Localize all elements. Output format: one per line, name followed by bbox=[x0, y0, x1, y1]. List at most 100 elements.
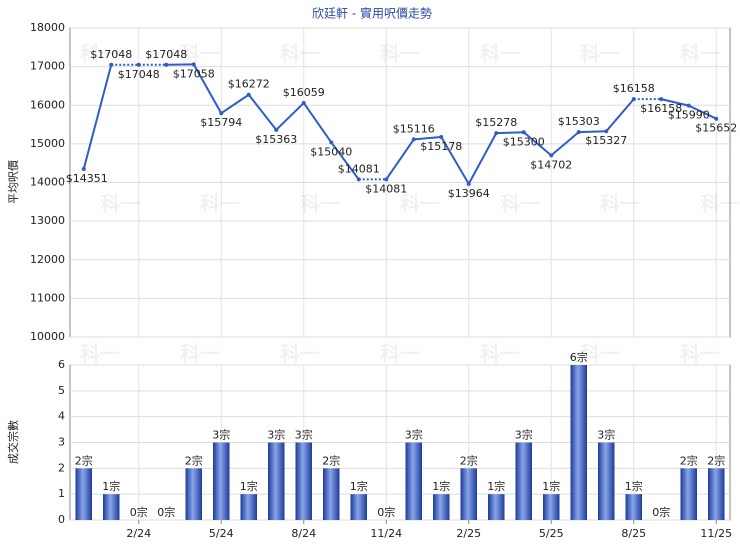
data-label: 1宗 bbox=[102, 479, 120, 493]
line-segment bbox=[330, 141, 360, 180]
data-label: $17058 bbox=[173, 67, 215, 80]
data-label: 3宗 bbox=[267, 428, 285, 442]
data-point bbox=[576, 130, 581, 135]
bar bbox=[350, 494, 367, 520]
bar bbox=[433, 494, 450, 520]
data-point bbox=[466, 181, 471, 186]
watermark: 科一 bbox=[300, 192, 340, 216]
data-point bbox=[411, 137, 416, 142]
watermark: 科一 bbox=[380, 342, 420, 366]
data-point bbox=[356, 177, 361, 182]
data-label: 2宗 bbox=[460, 453, 478, 467]
data-label: 0宗 bbox=[652, 505, 670, 519]
data-point bbox=[384, 177, 389, 182]
y-tick-label: 15000 bbox=[30, 137, 65, 150]
y-axis-label: 成交宗數 bbox=[6, 420, 20, 464]
data-point bbox=[191, 62, 196, 67]
data-label: $17048 bbox=[118, 68, 160, 81]
data-label: $15990 bbox=[668, 109, 710, 122]
bar bbox=[708, 468, 725, 520]
y-tick-label: 11000 bbox=[30, 291, 65, 304]
watermark: 科一 bbox=[80, 342, 120, 366]
x-tick-label: 8/24 bbox=[291, 527, 316, 540]
data-label: 3宗 bbox=[405, 428, 423, 442]
y-tick-label: 10000 bbox=[30, 330, 65, 343]
bar bbox=[488, 494, 505, 520]
x-tick-label: 11/25 bbox=[700, 527, 732, 540]
data-label: $15116 bbox=[393, 122, 435, 135]
data-label: $15652 bbox=[695, 122, 737, 135]
bar bbox=[240, 494, 257, 520]
data-point bbox=[604, 129, 609, 134]
data-point bbox=[631, 97, 636, 102]
data-label: 1宗 bbox=[240, 479, 258, 493]
data-label: 1宗 bbox=[625, 479, 643, 493]
data-label: $14081 bbox=[338, 162, 380, 175]
y-tick-label: 0 bbox=[58, 513, 65, 526]
data-label: 2宗 bbox=[185, 453, 203, 467]
data-label: $15040 bbox=[310, 145, 352, 158]
y-tick-label: 17000 bbox=[30, 60, 65, 73]
line-segment bbox=[275, 102, 305, 131]
x-tick-label: 5/24 bbox=[209, 527, 234, 540]
data-point bbox=[549, 153, 554, 158]
line-segment bbox=[440, 136, 470, 185]
data-point bbox=[301, 100, 306, 105]
data-label: $15363 bbox=[255, 133, 297, 146]
y-tick-label: 1 bbox=[58, 487, 65, 500]
line-segment bbox=[192, 63, 223, 114]
watermark: 科一 bbox=[180, 42, 220, 66]
data-label: 3宗 bbox=[295, 428, 313, 442]
data-point bbox=[81, 166, 86, 171]
bar bbox=[515, 442, 532, 520]
data-point bbox=[219, 111, 224, 116]
watermark: 科一 bbox=[580, 42, 620, 66]
watermark: 科一 bbox=[100, 192, 140, 216]
bar bbox=[570, 365, 587, 520]
data-label: $13964 bbox=[448, 187, 490, 200]
data-label: $14081 bbox=[365, 182, 407, 195]
x-tick-label: 8/25 bbox=[621, 527, 646, 540]
x-tick-label: 2/25 bbox=[456, 527, 481, 540]
x-tick-label: 11/24 bbox=[370, 527, 402, 540]
bar bbox=[680, 468, 697, 520]
line-segment bbox=[82, 64, 113, 170]
bar bbox=[213, 442, 230, 520]
line-segment bbox=[220, 93, 250, 115]
data-label: $16158 bbox=[613, 82, 655, 95]
y-tick-label: 3 bbox=[58, 436, 65, 449]
line-segment bbox=[467, 132, 498, 185]
bar bbox=[185, 468, 202, 520]
line-segment bbox=[247, 94, 278, 131]
data-label: $16158 bbox=[640, 102, 682, 115]
data-label: $15303 bbox=[558, 115, 600, 128]
data-label: $16059 bbox=[283, 86, 325, 99]
x-tick-label: 5/25 bbox=[539, 527, 564, 540]
line-segment bbox=[302, 102, 333, 143]
watermark: 科一 bbox=[180, 342, 220, 366]
y-tick-label: 18000 bbox=[30, 21, 65, 34]
data-label: 2宗 bbox=[75, 453, 93, 467]
y-tick-label: 16000 bbox=[30, 98, 65, 111]
watermark: 科一 bbox=[280, 342, 320, 366]
data-label: 3宗 bbox=[515, 428, 533, 442]
x-tick-label: 2/24 bbox=[126, 527, 151, 540]
data-point bbox=[246, 92, 251, 97]
data-label: $17048 bbox=[90, 48, 132, 61]
bar bbox=[460, 468, 477, 520]
line-segment bbox=[550, 131, 580, 157]
data-point bbox=[136, 62, 141, 67]
y-tick-label: 12000 bbox=[30, 253, 65, 266]
data-label: $15178 bbox=[420, 140, 462, 153]
line-segment bbox=[523, 131, 552, 157]
bar bbox=[268, 442, 285, 520]
data-label: 2宗 bbox=[680, 453, 698, 467]
line-segment bbox=[496, 131, 524, 135]
line-segment bbox=[385, 138, 415, 180]
line-segment bbox=[413, 136, 442, 141]
data-label: 6宗 bbox=[570, 350, 588, 364]
bar bbox=[295, 442, 312, 520]
data-label: $15278 bbox=[475, 116, 517, 129]
data-label: $15794 bbox=[200, 116, 242, 129]
